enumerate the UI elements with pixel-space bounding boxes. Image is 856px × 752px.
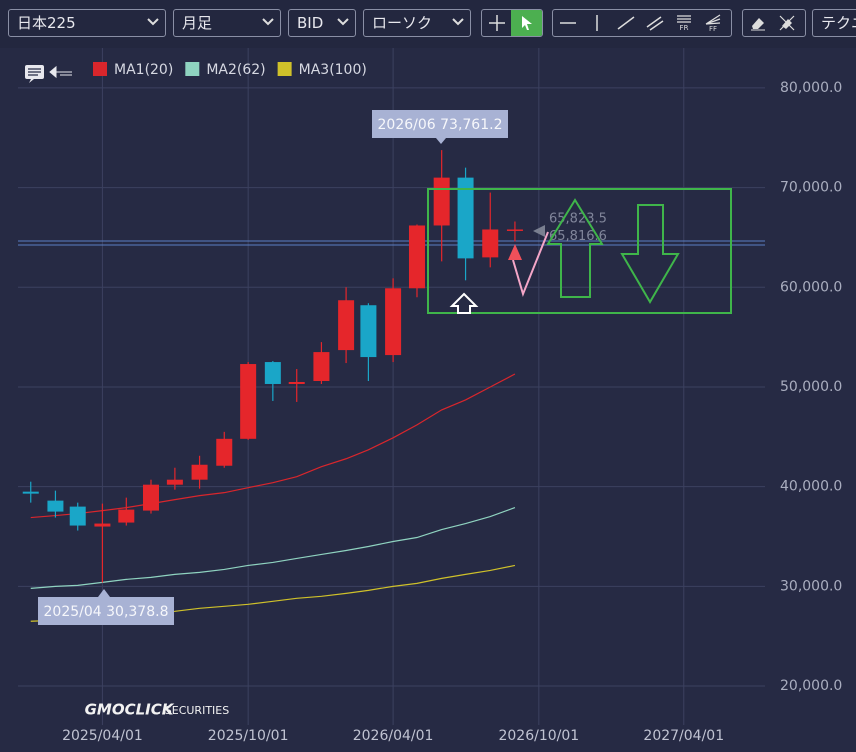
candle-body — [94, 523, 111, 527]
brand-logo: GMOCLICK — [85, 701, 175, 719]
chevron — [262, 18, 274, 26]
price-type-select[interactable]: BID — [288, 9, 356, 37]
legend-label: MA1(20) — [114, 62, 173, 78]
drawn-rectangle — [427, 188, 732, 314]
price-marker-label: 65,816.6 — [549, 229, 607, 244]
annotation-pointer — [98, 589, 110, 597]
period-select[interactable]: 月足 — [173, 9, 281, 37]
x-tick-label: 2025/10/01 — [208, 728, 289, 744]
comment-icon-lines — [28, 68, 41, 76]
candle-body — [408, 225, 425, 289]
candle-body — [166, 479, 183, 485]
drawn-up-arrow — [546, 198, 604, 298]
price-type-text: BID — [297, 14, 324, 32]
candle-body — [288, 381, 305, 384]
drawing-group: FR FF — [552, 9, 732, 37]
annotation-pointer — [436, 138, 446, 144]
candle-body — [338, 300, 355, 351]
y-tick-label: 60,000.0 — [780, 279, 842, 295]
candle-body — [482, 229, 499, 258]
drawn-pink-check — [512, 231, 549, 298]
annotation-text: 2025/04 30,378.8 — [44, 604, 169, 620]
technical-text: テクニ — [821, 14, 856, 32]
y-tick-label: 50,000.0 — [780, 379, 842, 395]
x-tick-label: 2025/04/01 — [62, 728, 143, 744]
pointer-button[interactable] — [511, 10, 542, 36]
fib-fan-tool[interactable]: FF — [698, 10, 727, 36]
x-tick-label: 2026/04/01 — [353, 728, 434, 744]
legend-swatch — [93, 62, 107, 76]
period-text: 月足 — [182, 14, 213, 32]
chevron — [452, 18, 464, 26]
ma-line — [30, 507, 516, 589]
annotation-text: 2026/06 73,761.2 — [378, 117, 503, 133]
drawn-down-arrow — [620, 204, 680, 304]
x-tick-label: 2027/04/01 — [643, 728, 724, 744]
drawn-white-arrow — [449, 292, 479, 314]
candle-body — [240, 364, 257, 439]
legend-label: MA2(62) — [206, 62, 265, 78]
annotation: 2026/06 73,761.2 — [372, 110, 508, 144]
candle-body — [264, 362, 281, 384]
y-tick-label: 20,000.0 — [780, 678, 842, 694]
y-tick-label: 70,000.0 — [780, 180, 842, 196]
legend-swatch — [185, 62, 200, 76]
annotation: 2025/04 30,378.8 — [38, 589, 174, 625]
cursor-group — [481, 9, 543, 37]
candle-body — [142, 484, 159, 511]
style-text: ローソク — [372, 14, 433, 32]
toolbar: 日本225 月足 BID ローソク FR FF テクニ — [0, 0, 856, 48]
comment-icon-tail — [29, 79, 34, 83]
legend: MA1(20) MA2(62) MA3(100) — [25, 62, 367, 83]
y-tick-label: 30,000.0 — [780, 578, 842, 594]
candle-body — [22, 491, 39, 494]
symbol-select[interactable]: 日本225 — [8, 9, 166, 37]
y-tick-label: 80,000.0 — [780, 80, 842, 96]
candle-body — [191, 464, 208, 480]
erase-all-button[interactable] — [772, 10, 801, 36]
annotation-box — [38, 597, 174, 625]
style-select[interactable]: ローソク — [363, 9, 471, 37]
ma-line — [30, 373, 516, 519]
candle-body — [118, 509, 135, 523]
svg-text:FR: FR — [679, 24, 688, 32]
candle-body — [506, 229, 523, 231]
crosshair-button[interactable] — [482, 10, 511, 36]
erase-group — [742, 9, 806, 37]
arrow-icon[interactable] — [49, 65, 72, 79]
candle-body — [47, 500, 64, 512]
hline-tool[interactable] — [553, 10, 582, 36]
position-marker — [508, 244, 522, 260]
candle-body — [216, 438, 233, 466]
channel-tool[interactable] — [640, 10, 669, 36]
legend-swatch — [277, 62, 292, 76]
annotation-box — [372, 110, 508, 138]
candle-body — [457, 177, 474, 259]
eraser-button[interactable] — [743, 10, 772, 36]
chevron — [147, 18, 159, 26]
candle-body — [360, 305, 377, 358]
x-tick-label: 2026/10/01 — [498, 728, 579, 744]
svg-text:FF: FF — [708, 25, 716, 32]
candle-body — [385, 288, 402, 356]
trendline-tool[interactable] — [611, 10, 640, 36]
candle-body — [69, 506, 86, 526]
legend-label: MA3(100) — [299, 62, 367, 78]
y-tick-label: 40,000.0 — [780, 479, 842, 495]
price-marker-label: 65,823.5 — [549, 212, 607, 227]
candle-body — [313, 352, 330, 381]
vline-tool[interactable] — [582, 10, 611, 36]
price-pointer — [533, 225, 545, 237]
fib-retracement-tool[interactable]: FR — [669, 10, 698, 36]
chart: 20,000.0 30,000.0 40,000.0 50,000.0 60,000.0… — [18, 48, 842, 744]
symbol-text: 日本225 — [17, 14, 76, 32]
candle-body — [433, 177, 450, 226]
brand-subtitle: SECURITIES — [165, 704, 229, 717]
chevron — [337, 18, 349, 26]
technical-select[interactable]: テクニ — [812, 9, 856, 37]
